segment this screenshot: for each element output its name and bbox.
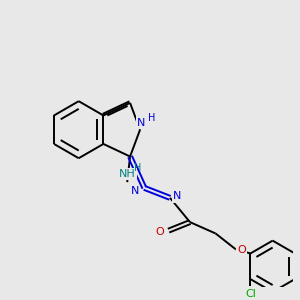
Text: H: H xyxy=(148,113,156,123)
Text: NH: NH xyxy=(119,169,136,179)
Text: H: H xyxy=(134,164,141,173)
Text: N: N xyxy=(173,191,181,201)
Text: N: N xyxy=(137,118,146,128)
Text: O: O xyxy=(237,245,246,255)
Text: O: O xyxy=(155,227,164,237)
Text: N: N xyxy=(131,186,139,196)
Text: Cl: Cl xyxy=(245,289,256,299)
